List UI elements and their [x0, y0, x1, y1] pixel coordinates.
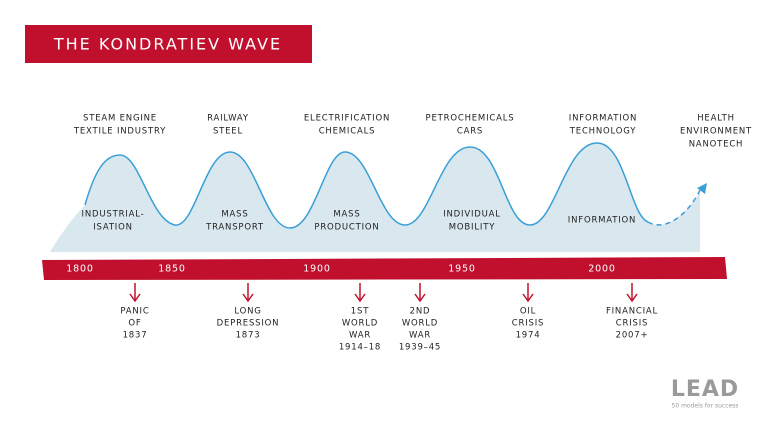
future-label: ENVIRONMENT	[680, 127, 752, 137]
theme-label: PRODUCTION	[314, 223, 379, 233]
theme-label: INDUSTRIAL-	[82, 210, 145, 220]
future-line	[647, 189, 701, 226]
year-label: 1900	[303, 264, 330, 275]
event-arrow-head	[129, 293, 141, 303]
theme-label: TRANSPORT	[205, 223, 264, 233]
title: THE KONDRATIEV WAVE	[53, 35, 282, 54]
title-banner	[25, 25, 312, 63]
theme-label: MASS	[221, 210, 248, 220]
future-label: NANOTECH	[689, 140, 744, 150]
wave-area	[50, 143, 700, 252]
event-arrow-head	[354, 293, 366, 303]
event-label: OIL	[520, 307, 536, 317]
event-label: 1939–45	[399, 343, 441, 353]
technology-label: CHEMICALS	[319, 127, 376, 137]
year-label: 1950	[448, 264, 475, 275]
event-label: 2ND	[410, 307, 431, 317]
wave-line	[84, 142, 649, 229]
event-label: WORLD	[402, 319, 438, 329]
event-label: OF	[128, 319, 141, 329]
event-arrow-head	[522, 293, 534, 303]
technology-label: STEEL	[213, 127, 243, 137]
event-label: CRISIS	[616, 319, 648, 329]
future-arrow	[697, 183, 707, 194]
event-label: 1837	[123, 331, 148, 341]
logo-name: LEAD	[671, 377, 739, 402]
technology-label: CARS	[457, 127, 483, 137]
logo-tagline: 50 models for success	[672, 403, 739, 410]
technology-label: PETROCHEMICALS	[426, 114, 515, 124]
year-label: 1850	[158, 264, 185, 275]
event-label: WORLD	[342, 319, 378, 329]
event-arrow-head	[242, 293, 254, 303]
timeline-band	[42, 257, 727, 280]
event-label: FINANCIAL	[606, 307, 658, 317]
technology-label: ELECTRIFICATION	[304, 114, 390, 124]
event-label: CRISIS	[512, 319, 544, 329]
technology-label: STEAM ENGINE	[83, 114, 157, 124]
year-label: 1800	[66, 264, 93, 275]
theme-label: ISATION	[93, 223, 133, 233]
technology-label: TEXTILE INDUSTRY	[73, 127, 166, 137]
event-label: 2007+	[616, 331, 649, 341]
event-label: DEPRESSION	[217, 319, 280, 329]
event-label: WAR	[409, 331, 431, 341]
event-label: LONG	[234, 307, 261, 317]
event-label: 1ST	[351, 307, 369, 317]
event-label: PANIC	[120, 307, 149, 317]
event-label: 1914–18	[339, 343, 381, 353]
event-arrow-head	[414, 293, 426, 303]
event-label: 1974	[516, 331, 541, 341]
technology-label: RAILWAY	[207, 114, 249, 124]
event-label: WAR	[349, 331, 371, 341]
future-label: HEALTH	[697, 114, 735, 124]
year-label: 2000	[588, 264, 615, 275]
event-label: 1873	[236, 331, 261, 341]
theme-label: MOBILITY	[449, 223, 495, 233]
technology-label: TECHNOLOGY	[569, 127, 636, 137]
technology-label: INFORMATION	[569, 114, 637, 124]
event-arrow-head	[626, 293, 638, 303]
theme-label: MASS	[333, 210, 360, 220]
theme-label: INFORMATION	[568, 216, 636, 226]
theme-label: INDIVIDUAL	[443, 210, 501, 220]
